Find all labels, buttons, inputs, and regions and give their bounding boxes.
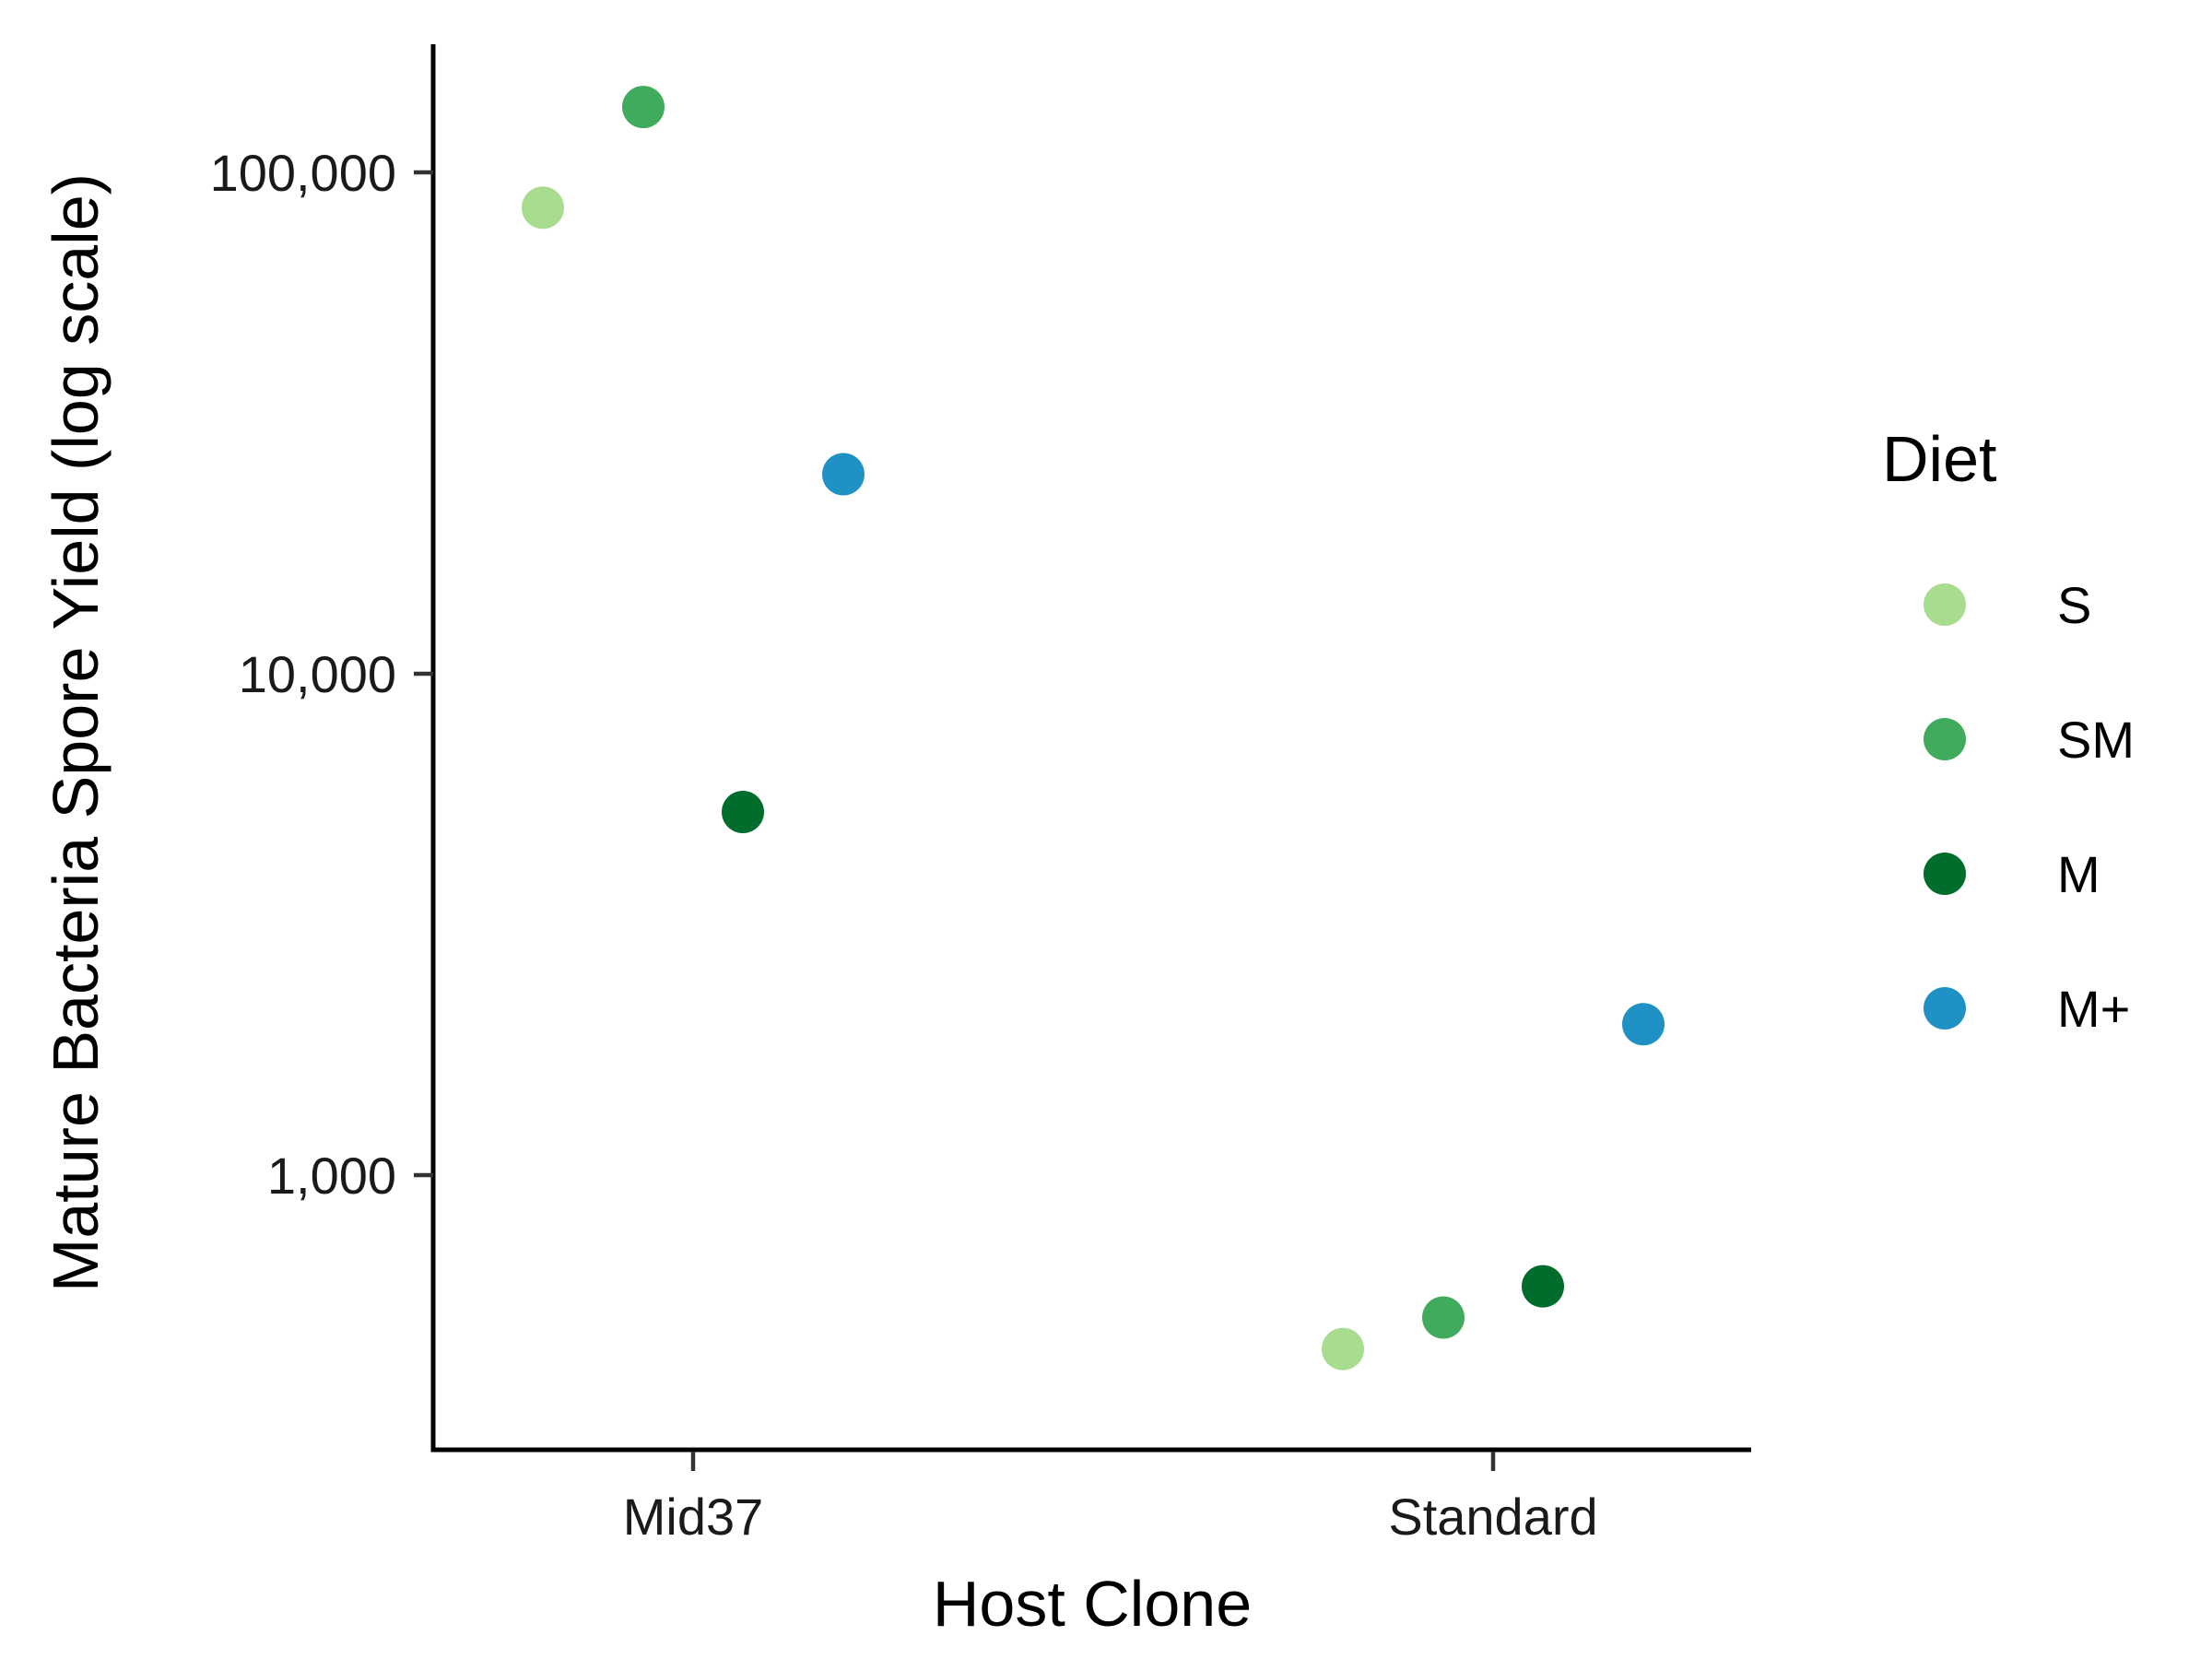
data-point [522,186,564,229]
y-tick-label: 10,000 [239,645,396,703]
y-tick-label: 1,000 [267,1147,396,1205]
legend-key [1924,987,1966,1030]
y-tick-label: 100,000 [210,144,396,202]
legend-label: S [2057,576,2091,634]
data-point [1322,1327,1364,1371]
legend-key [1924,583,1966,626]
legend-label: M [2057,845,2100,903]
y-axis-ticks: 1,000 10,000 100,000 [210,144,433,1205]
data-point [1622,1003,1665,1046]
legend-key [1924,853,1966,895]
data-point [1522,1265,1564,1308]
legend-key [1924,718,1966,760]
legend: Diet S SM M M+ [1882,423,2135,1038]
legend-label: M+ [2057,980,2130,1038]
x-tick-label: Mid37 [623,1488,764,1546]
legend-label: SM [2057,711,2135,769]
legend-items: S SM M M+ [1924,576,2135,1038]
x-tick-label: Standard [1388,1488,1597,1546]
x-axis-ticks: Mid37 Standard [623,1452,1598,1546]
data-points [522,86,1665,1371]
data-point [722,790,764,833]
data-point [822,453,865,496]
x-axis-title: Host Clone [933,1568,1252,1640]
legend-title: Diet [1882,423,1996,495]
y-axis-title: Mature Bacteria Spore Yield (log scale) [40,173,112,1292]
data-point [1422,1296,1465,1339]
data-point [622,86,665,129]
